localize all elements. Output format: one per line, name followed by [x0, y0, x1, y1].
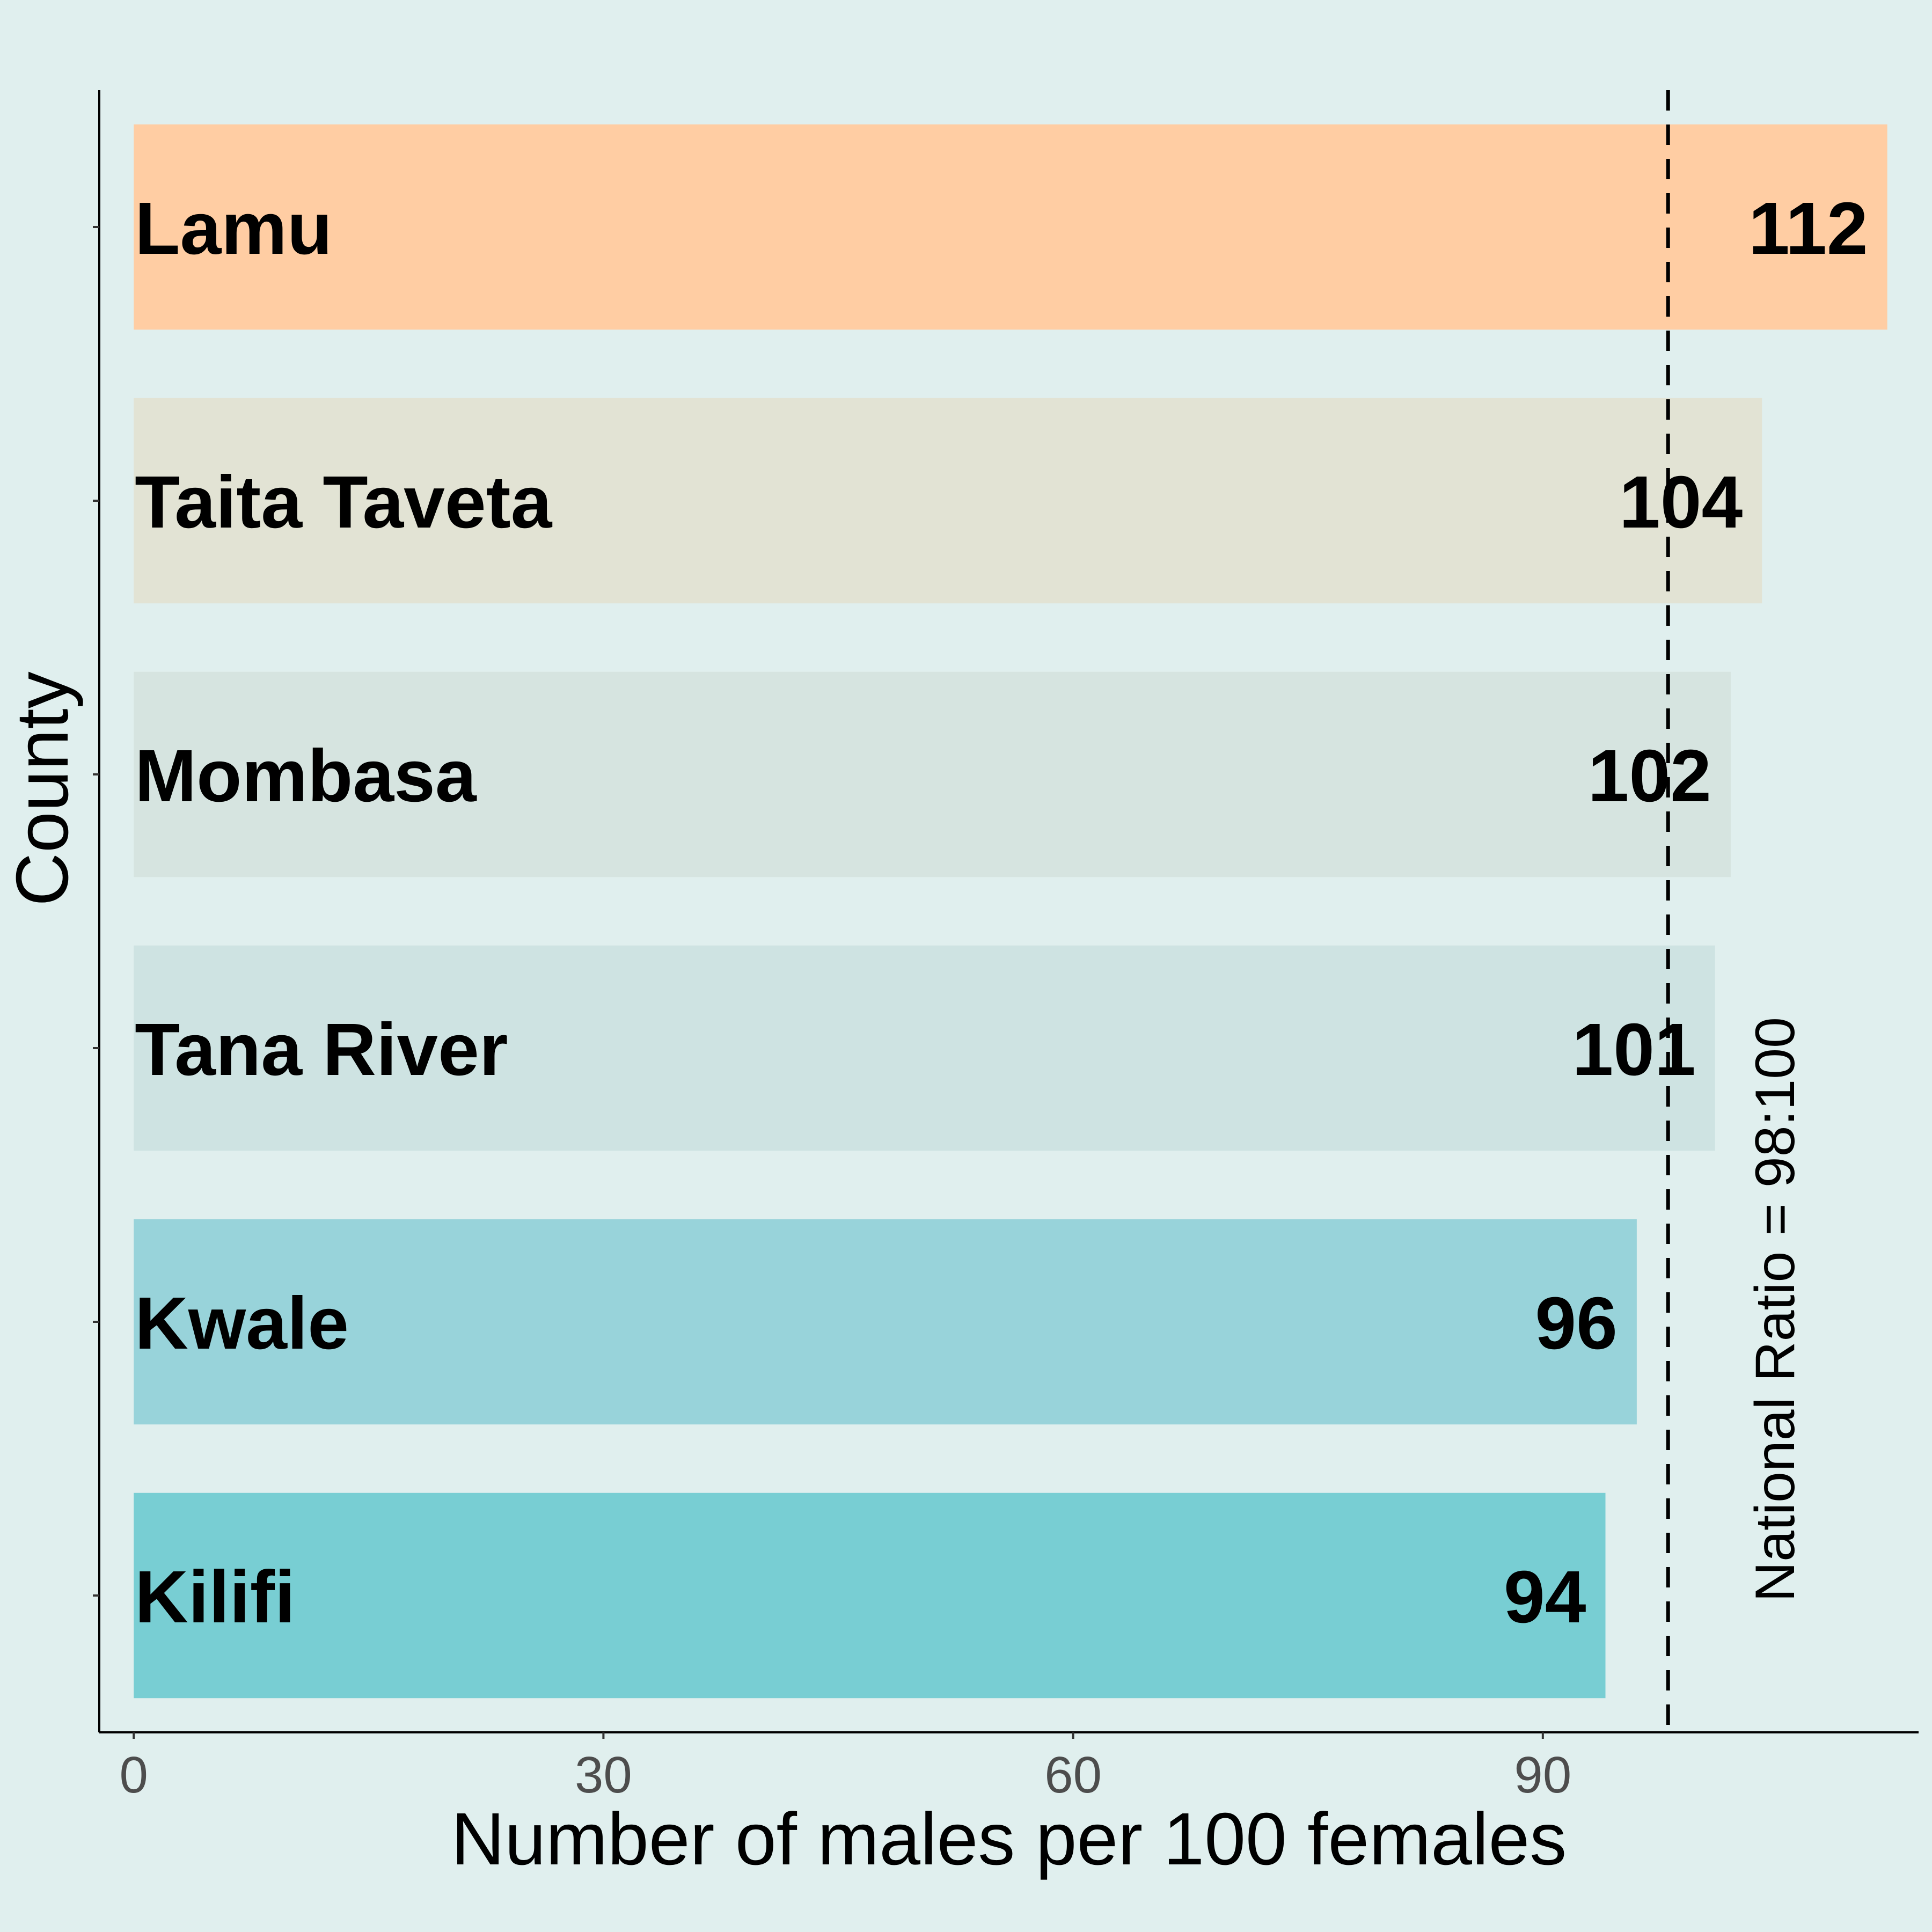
x-tick-label-0: 0	[119, 1746, 148, 1804]
category-label-kwale: Kwale	[135, 1282, 349, 1365]
value-label-kilifi: 94	[1504, 1556, 1586, 1638]
category-label-kilifi: Kilifi	[135, 1556, 295, 1638]
reference-line-group: National Ratio = 98:100	[1666, 90, 1806, 1732]
bar-tana-river	[134, 945, 1715, 1151]
bars	[134, 124, 1887, 1699]
x-tick-label-30: 30	[575, 1746, 632, 1804]
x-axis-title: Number of males per 100 females	[451, 1798, 1567, 1880]
category-label-lamu: Lamu	[135, 187, 332, 270]
bar-labels: Lamu 112 Taita Taveta 104 Mombasa 102 Tana Riv…	[135, 187, 1868, 1638]
y-axis-title: County	[1, 671, 84, 906]
value-label-taita-taveta: 104	[1619, 461, 1743, 544]
bar-kilifi	[134, 1492, 1606, 1699]
bar-lamu	[134, 124, 1887, 330]
category-label-tana-river: Tana River	[135, 1008, 508, 1091]
national-ratio-label: National Ratio = 98:100	[1744, 1017, 1806, 1602]
bar-mombasa	[134, 671, 1731, 877]
value-label-kwale: 96	[1535, 1282, 1618, 1365]
bar-kwale	[134, 1219, 1637, 1425]
category-label-taita-taveta: Taita Taveta	[135, 461, 552, 544]
category-label-mombasa: Mombasa	[135, 735, 477, 817]
bar-taita-taveta	[134, 398, 1762, 604]
axes: 0 30 60 90	[93, 90, 1919, 1804]
value-label-mombasa: 102	[1588, 735, 1711, 817]
value-label-tana-river: 101	[1572, 1008, 1695, 1091]
x-tick-label-60: 60	[1044, 1746, 1102, 1804]
value-label-lamu: 112	[1748, 187, 1868, 270]
x-tick-label-90: 90	[1514, 1746, 1571, 1804]
